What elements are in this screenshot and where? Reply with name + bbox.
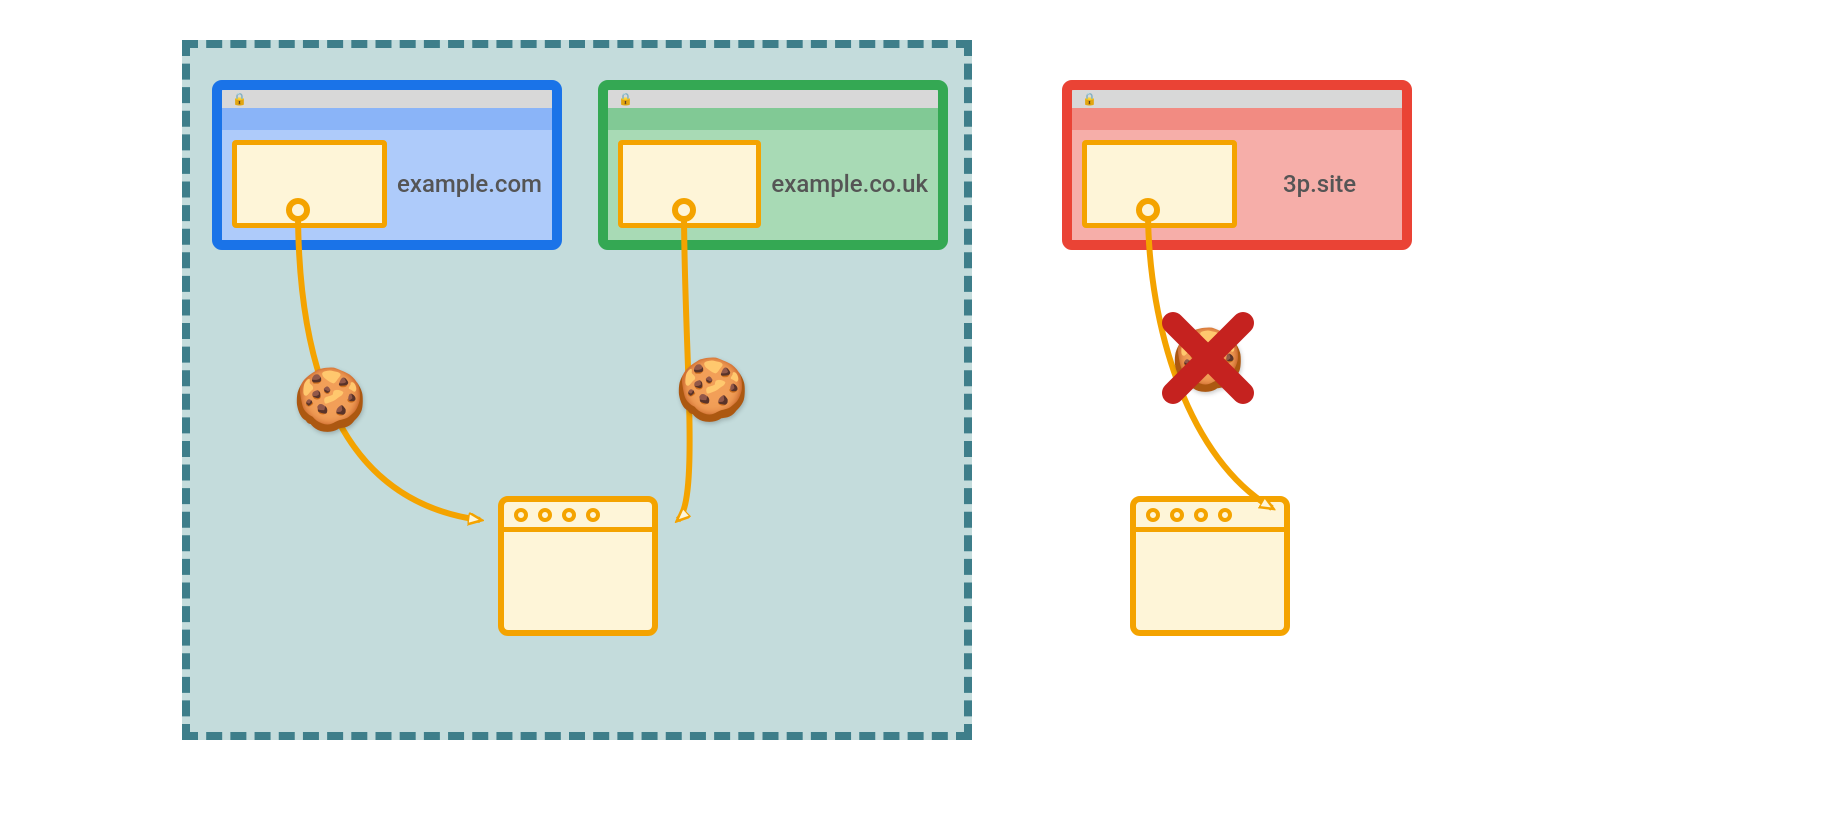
embedded-iframe (232, 140, 387, 228)
browser-example-com: 🔒 example.com (212, 80, 562, 250)
cookie-target-window (498, 496, 658, 636)
toolbar-strip (1072, 108, 1402, 130)
site-label: example.co.uk (771, 170, 928, 198)
address-bar: 🔒 (222, 90, 552, 108)
window-dot-icon (1170, 508, 1184, 522)
toolbar-strip (608, 108, 938, 130)
cookie-icon: 🍪 (293, 370, 368, 430)
browser-3p-site: 🔒 3p.site (1062, 80, 1412, 250)
lock-icon: 🔒 (618, 93, 633, 105)
address-bar: 🔒 (1072, 90, 1402, 108)
cookie-target-window (1130, 496, 1290, 636)
lock-icon: 🔒 (232, 93, 247, 105)
address-bar: 🔒 (608, 90, 938, 108)
browser-example-couk: 🔒 example.co.uk (598, 80, 948, 250)
arrow-origin-ring-icon (1136, 198, 1160, 222)
site-label-panel: 3p.site (1247, 140, 1392, 228)
blocked-x-icon (1158, 308, 1258, 412)
window-dot-icon (1218, 508, 1232, 522)
site-label-panel: example.com (397, 140, 542, 228)
window-dot-icon (1146, 508, 1160, 522)
target-window-header (504, 502, 652, 532)
target-window-header (1136, 502, 1284, 532)
arrow-origin-ring-icon (286, 198, 310, 222)
window-dot-icon (514, 508, 528, 522)
arrow-origin-ring-icon (672, 198, 696, 222)
cookie-icon: 🍪 (675, 360, 750, 420)
window-dot-icon (1194, 508, 1208, 522)
window-dot-icon (538, 508, 552, 522)
window-dot-icon (562, 508, 576, 522)
lock-icon: 🔒 (1082, 93, 1097, 105)
site-label: example.com (397, 170, 542, 198)
window-dot-icon (586, 508, 600, 522)
diagram-canvas: 🔒 example.com 🔒 example.co.uk (0, 0, 1826, 820)
site-label-panel: example.co.uk (771, 140, 928, 228)
toolbar-strip (222, 108, 552, 130)
site-label: 3p.site (1283, 170, 1356, 198)
embedded-iframe (1082, 140, 1237, 228)
